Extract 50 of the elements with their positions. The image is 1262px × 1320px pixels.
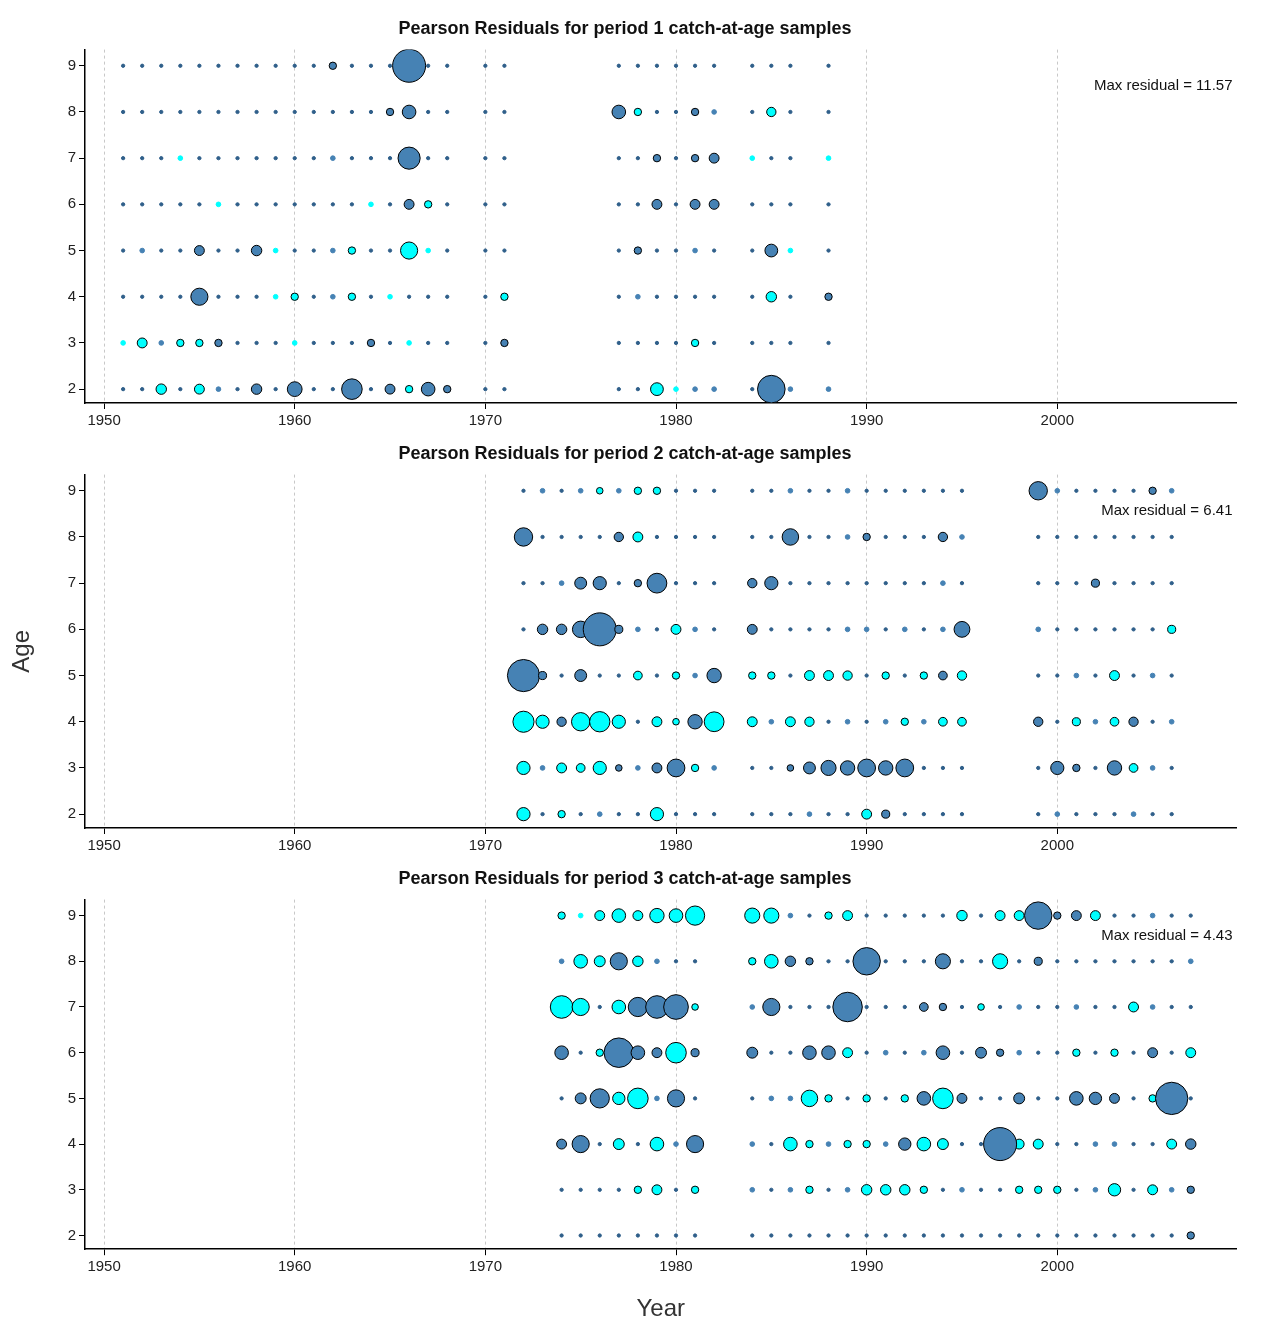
y-tick-label: 8	[67, 102, 76, 120]
x-tick-label: 1980	[659, 411, 693, 429]
y-tick-label: 2	[67, 804, 76, 822]
y-tick-label: 7	[67, 148, 76, 166]
y-tick-label: 9	[67, 480, 76, 498]
y-tick-label: 3	[67, 333, 76, 351]
x-tick-label: 1950	[87, 836, 121, 854]
y-tick-label: 2	[67, 1225, 76, 1243]
x-tick-label: 1970	[468, 411, 503, 429]
x-tick-label: 1990	[849, 836, 884, 854]
y-tick-label: 9	[67, 905, 76, 923]
x-tick-label: 1960	[278, 836, 312, 854]
y-tick-label: 8	[67, 951, 76, 969]
y-tick-label: 6	[67, 619, 76, 637]
annotation: Max residual = 4.43	[1101, 925, 1233, 943]
chart-title: Pearson Residuals for period 2 catch-at-age samples	[398, 442, 852, 463]
annotation: Max residual = 6.41	[1101, 500, 1233, 518]
y-tick-label: 4	[67, 1134, 76, 1152]
y-tick-label: 5	[67, 1088, 76, 1106]
x-tick-label: 1970	[468, 1257, 503, 1275]
x-axis-title: Year	[636, 1294, 685, 1320]
y-tick-label: 3	[67, 758, 76, 776]
x-tick-label: 1960	[278, 1257, 312, 1275]
y-tick-label: 4	[67, 711, 76, 729]
x-tick-label: 1950	[87, 1257, 121, 1275]
x-tick-label: 1990	[849, 1257, 884, 1275]
y-tick-label: 6	[67, 194, 76, 212]
x-tick-label: 2000	[1040, 411, 1074, 429]
x-tick-label: 1970	[468, 836, 503, 854]
chart-title: Pearson Residuals for period 3 catch-at-age samples	[398, 867, 852, 888]
y-tick-label: 7	[67, 573, 76, 591]
x-tick-label: 1950	[87, 411, 121, 429]
y-tick-label: 2	[67, 379, 76, 397]
x-tick-label: 1990	[849, 411, 884, 429]
y-tick-label: 4	[67, 286, 76, 304]
x-tick-label: 1960	[278, 411, 312, 429]
x-tick-label: 1980	[659, 1257, 693, 1275]
y-tick-label: 8	[67, 527, 76, 545]
y-tick-label: 6	[67, 1042, 76, 1060]
y-tick-label: 9	[67, 55, 76, 73]
y-tick-label: 3	[67, 1179, 76, 1197]
chart-title: Pearson Residuals for period 1 catch-at-age samples	[398, 17, 852, 38]
y-tick-label: 5	[67, 665, 76, 683]
x-tick-label: 1980	[659, 836, 693, 854]
y-axis-title: Age	[7, 629, 35, 673]
y-tick-label: 5	[67, 240, 76, 258]
x-tick-label: 2000	[1040, 1257, 1074, 1275]
annotation: Max residual = 11.57	[1093, 75, 1233, 93]
x-tick-label: 2000	[1040, 836, 1074, 854]
y-tick-label: 7	[67, 997, 76, 1015]
